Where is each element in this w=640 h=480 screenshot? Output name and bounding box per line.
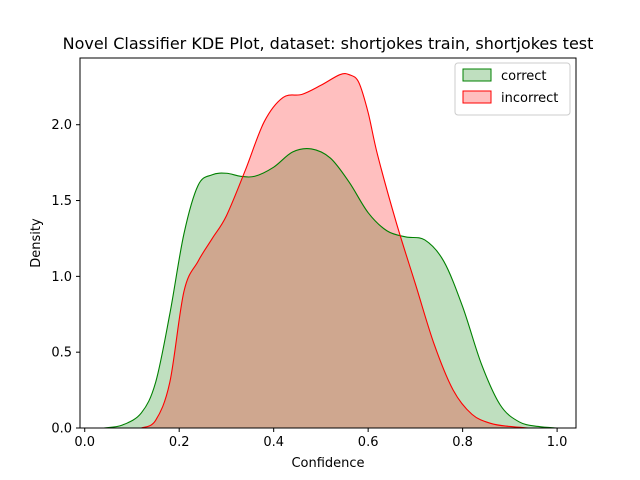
legend-box — [454, 62, 571, 116]
legend-label-incorrect: incorrect — [501, 91, 558, 106]
chart-title: Novel Classifier KDE Plot, dataset: shor… — [63, 34, 594, 53]
x-tick-label: 1.0 — [547, 435, 568, 450]
series-layer — [103, 72, 558, 429]
legend: correct incorrect — [454, 62, 571, 116]
series-area-correct — [103, 148, 558, 428]
series-line-incorrect — [141, 72, 529, 429]
ticks-layer: 0.0 0.2 0.4 0.6 0.8 1.0 0.0 0.5 1.0 1.5 2.0 — [51, 118, 567, 450]
y-axis-label: Density — [29, 218, 44, 268]
legend-label-correct: correct — [501, 69, 547, 84]
x-tick-label: 0.8 — [452, 435, 473, 450]
y-tick-label: 1.5 — [51, 194, 72, 209]
x-tick-label: 0.0 — [74, 435, 95, 450]
x-tick-label: 0.6 — [358, 435, 379, 450]
x-tick-label: 0.4 — [263, 435, 284, 450]
series-line-correct — [103, 148, 558, 429]
y-tick-label: 2.0 — [51, 118, 72, 133]
x-axis-label: Confidence — [291, 456, 364, 471]
x-tick-label: 0.2 — [169, 435, 190, 450]
plot-frame — [79, 57, 577, 429]
legend-swatch-correct — [462, 68, 492, 82]
y-tick-label: 0.5 — [51, 346, 72, 361]
legend-swatch-incorrect — [462, 90, 492, 104]
y-tick-label: 1.0 — [51, 270, 72, 285]
y-tick-label: 0.0 — [51, 422, 72, 437]
